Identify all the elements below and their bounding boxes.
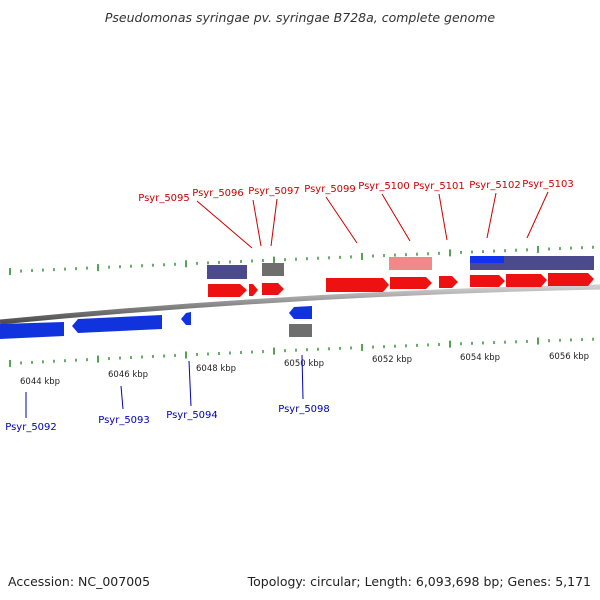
- gene-label-psyr-5093[interactable]: Psyr_5093: [98, 415, 150, 426]
- gene-label-psyr-5099[interactable]: Psyr_5099: [304, 184, 356, 195]
- upper-feature-track: [207, 256, 594, 279]
- gene-label-psyr-5102[interactable]: Psyr_5102: [469, 180, 521, 191]
- scale-label: 6052 kbp: [372, 355, 412, 365]
- scale-label: 6054 kbp: [460, 353, 500, 363]
- gene-arrow: [289, 306, 312, 319]
- gene-arrow: [249, 284, 258, 296]
- scale-label: 6046 kbp: [108, 370, 148, 380]
- gene-label-psyr-5092[interactable]: Psyr_5092: [5, 422, 57, 433]
- feature-block: [547, 256, 594, 270]
- genome-backbone: [0, 284, 600, 325]
- gene-label-psyr-5095[interactable]: Psyr_5095: [138, 193, 190, 204]
- gene-arrow: [326, 278, 389, 292]
- reverse-gene-leaders: [25, 354, 304, 418]
- feature-block: [207, 265, 247, 279]
- gene-arrow: [181, 312, 191, 325]
- genome-title: Pseudomonas syringae pv. syringae B728a,…: [104, 10, 496, 25]
- feature-block: [470, 256, 504, 263]
- upper-tick-row: [9, 245, 594, 276]
- gene-label-psyr-5098[interactable]: Psyr_5098: [278, 404, 330, 415]
- feature-block: [262, 263, 284, 276]
- scale-label: 6048 kbp: [196, 364, 236, 374]
- gene-arrow: [506, 274, 547, 287]
- accession-text: Accession: NC_007005: [8, 574, 151, 589]
- scale-labels: 6044 kbp 6046 kbp 6048 kbp 6050 kbp 6052…: [20, 352, 589, 387]
- gene-arrow: [548, 273, 594, 286]
- feature-block: [470, 263, 504, 270]
- forward-gene-leaders: [196, 191, 549, 249]
- feature-block: [504, 256, 547, 270]
- scale-label: 6044 kbp: [20, 377, 60, 387]
- genome-summary-text: Topology: circular; Length: 6,093,698 bp…: [247, 574, 591, 589]
- gene-label-psyr-5094[interactable]: Psyr_5094: [166, 410, 218, 421]
- gene-label-psyr-5101[interactable]: Psyr_5101: [413, 181, 465, 192]
- gene-arrow: [390, 277, 432, 289]
- gene-arrow: [208, 284, 247, 297]
- lower-tick-row: [9, 337, 594, 367]
- feature-block: [289, 324, 312, 337]
- gene-arrow: [262, 283, 284, 295]
- gene-arrow: [72, 315, 162, 333]
- gene-label-psyr-5097[interactable]: Psyr_5097: [248, 186, 300, 197]
- scale-label: 6056 kbp: [549, 352, 589, 362]
- reverse-gene-track: [0, 306, 312, 339]
- gene-label-psyr-5103[interactable]: Psyr_5103: [522, 179, 574, 190]
- gene-label-psyr-5100[interactable]: Psyr_5100: [358, 181, 410, 192]
- gene-label-psyr-5096[interactable]: Psyr_5096: [192, 188, 244, 199]
- gene-arrow: [470, 275, 505, 287]
- feature-block: [389, 257, 432, 270]
- forward-gene-labels: Psyr_5095 Psyr_5096 Psyr_5097 Psyr_5099 …: [138, 179, 574, 204]
- gene-arrow: [439, 276, 458, 288]
- forward-gene-track: [208, 273, 594, 297]
- scale-label: 6050 kbp: [284, 359, 324, 369]
- reverse-gene-labels: Psyr_5092 Psyr_5093 Psyr_5094 Psyr_5098: [5, 404, 330, 433]
- gene-arrow: [0, 322, 64, 339]
